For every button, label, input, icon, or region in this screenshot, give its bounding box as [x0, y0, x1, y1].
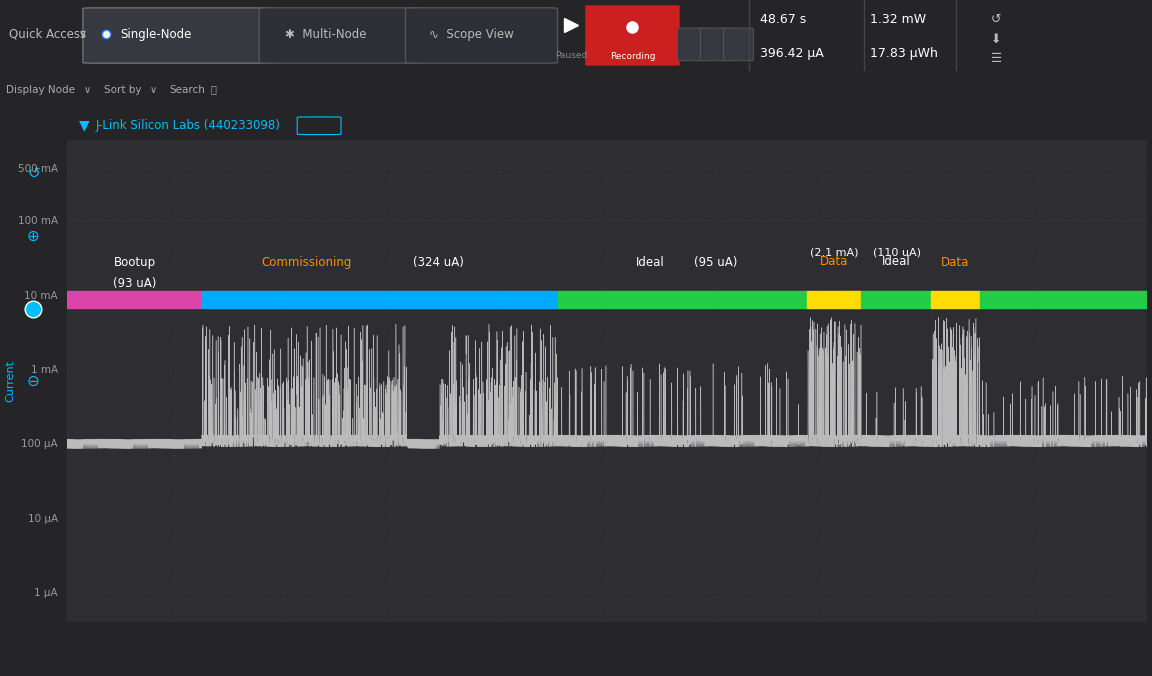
- Text: Display Node: Display Node: [6, 84, 75, 95]
- Text: Data: Data: [941, 256, 969, 269]
- Text: ✱  Multi-Node: ✱ Multi-Node: [285, 28, 366, 41]
- Text: Recording: Recording: [609, 52, 655, 62]
- Text: Sort by: Sort by: [104, 84, 142, 95]
- Text: (2.1 mA): (2.1 mA): [810, 247, 858, 257]
- Bar: [559, 291, 808, 308]
- FancyBboxPatch shape: [406, 8, 558, 63]
- Text: ▼: ▼: [78, 119, 90, 132]
- Text: J-Link Silicon Labs (440233098): J-Link Silicon Labs (440233098): [96, 119, 280, 132]
- Bar: [931, 291, 980, 308]
- Text: (110 uA): (110 uA): [873, 247, 920, 257]
- Text: 🔍: 🔍: [211, 84, 217, 95]
- Text: ⬇: ⬇: [991, 32, 1002, 45]
- FancyBboxPatch shape: [83, 8, 276, 63]
- Text: 1.32 mW: 1.32 mW: [870, 14, 926, 26]
- Bar: [202, 291, 559, 308]
- Text: (324 uA): (324 uA): [412, 256, 463, 269]
- Y-axis label: Current: Current: [5, 360, 15, 402]
- Bar: [861, 291, 931, 308]
- Bar: [67, 291, 202, 308]
- FancyBboxPatch shape: [259, 8, 423, 63]
- Text: Single-Node: Single-Node: [120, 28, 191, 41]
- Text: ∨: ∨: [84, 84, 91, 95]
- Bar: [808, 291, 861, 308]
- FancyBboxPatch shape: [723, 28, 753, 61]
- Text: ⊖: ⊖: [26, 373, 40, 389]
- Text: ↺: ↺: [991, 14, 1002, 26]
- Text: 48.67 s: 48.67 s: [760, 14, 806, 26]
- Text: ⊕: ⊕: [26, 229, 40, 244]
- Text: ☰: ☰: [991, 51, 1002, 65]
- Text: Quick Access: Quick Access: [9, 28, 86, 41]
- Text: ∨: ∨: [150, 84, 157, 95]
- Text: Ideal: Ideal: [882, 255, 911, 268]
- Text: Ideal: Ideal: [636, 256, 665, 269]
- Text: Search: Search: [169, 84, 205, 95]
- Text: 396.42 μA: 396.42 μA: [760, 47, 824, 59]
- Text: Bootup: Bootup: [114, 256, 156, 269]
- Text: Paused: Paused: [555, 51, 588, 60]
- Text: Data: Data: [820, 255, 848, 268]
- FancyBboxPatch shape: [700, 28, 730, 61]
- Text: 17.83 μWh: 17.83 μWh: [870, 47, 938, 59]
- Text: (95 uA): (95 uA): [694, 256, 737, 269]
- FancyBboxPatch shape: [677, 28, 707, 61]
- Text: ∿  Scope View: ∿ Scope View: [429, 28, 514, 41]
- Text: ↺: ↺: [26, 166, 40, 181]
- Text: Commissioning: Commissioning: [262, 256, 351, 269]
- Text: (93 uA): (93 uA): [113, 276, 157, 289]
- Bar: [980, 291, 1147, 308]
- FancyBboxPatch shape: [585, 5, 680, 66]
- Text: ∨: ∨: [78, 29, 86, 39]
